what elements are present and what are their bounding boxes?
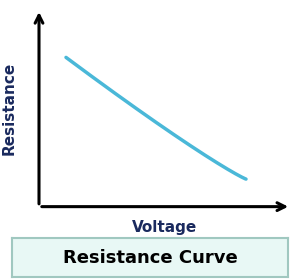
Text: Resistance: Resistance: [2, 61, 16, 155]
Text: Resistance Curve: Resistance Curve: [63, 249, 237, 267]
Text: Voltage: Voltage: [132, 220, 198, 235]
